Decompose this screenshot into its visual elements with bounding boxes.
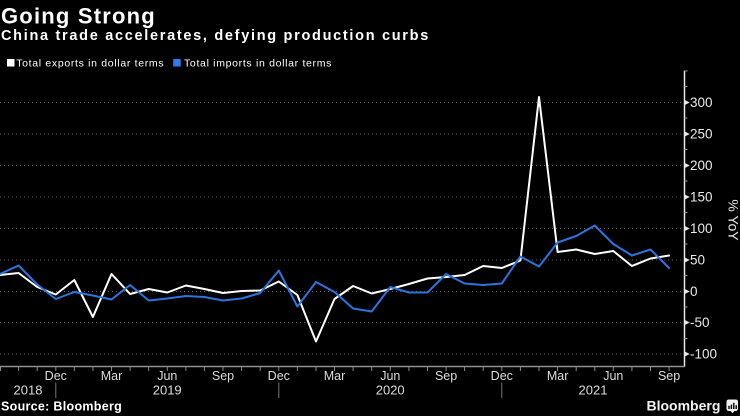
svg-text:Source: Bloomberg: Source: Bloomberg [1,400,122,414]
svg-text:Jun: Jun [157,369,177,383]
svg-text:Mar: Mar [324,369,346,383]
svg-text:150: 150 [690,190,713,205]
svg-text:Mar: Mar [101,369,123,383]
svg-text:Mar: Mar [547,369,569,383]
svg-text:0: 0 [690,284,698,299]
svg-text:Bloomberg: Bloomberg [647,398,721,414]
svg-text:100: 100 [690,221,713,236]
svg-text:-50: -50 [690,315,710,330]
svg-text:2018: 2018 [14,383,43,398]
svg-text:Total imports in dollar terms: Total imports in dollar terms [184,57,332,69]
svg-text:Sep: Sep [658,369,680,383]
svg-text:250: 250 [690,127,713,142]
svg-text:Sep: Sep [212,369,234,383]
svg-text:Jun: Jun [603,369,623,383]
svg-text:Sep: Sep [435,369,457,383]
svg-text:Going Strong: Going Strong [1,3,156,28]
svg-text:Dec: Dec [45,369,67,383]
svg-text:2021: 2021 [579,383,608,398]
svg-text:200: 200 [690,158,713,173]
svg-text:Dec: Dec [491,369,513,383]
svg-text:China trade accelerates, defyi: China trade accelerates, defying product… [1,28,430,44]
svg-text:-100: -100 [690,347,717,362]
svg-text:Total exports in dollar terms: Total exports in dollar terms [16,57,164,69]
svg-text:2019: 2019 [153,383,182,398]
svg-text:50: 50 [690,253,705,268]
svg-text:Dec: Dec [268,369,290,383]
svg-text:Jun: Jun [380,369,400,383]
svg-text:% YoY: % YoY [726,199,740,241]
svg-text:300: 300 [690,95,713,110]
svg-text:2020: 2020 [376,383,405,398]
